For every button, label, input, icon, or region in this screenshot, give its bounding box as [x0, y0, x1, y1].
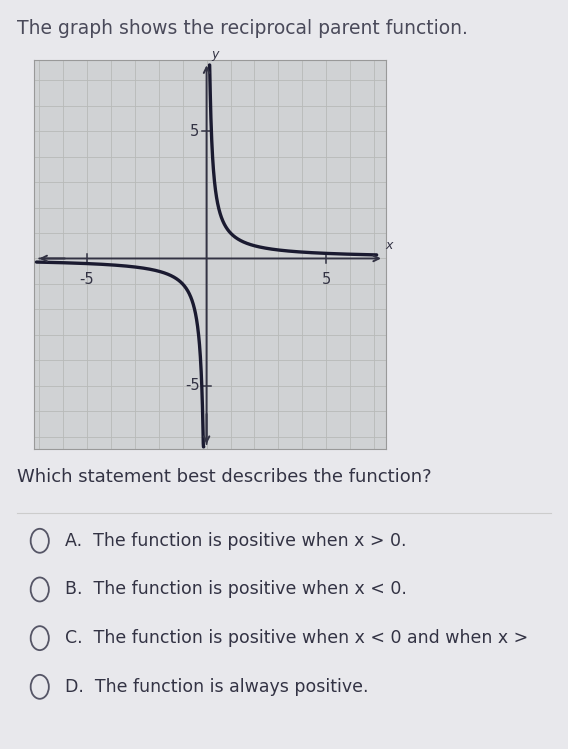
- Text: The graph shows the reciprocal parent function.: The graph shows the reciprocal parent fu…: [17, 19, 468, 37]
- Text: x: x: [385, 239, 392, 252]
- Text: D.  The function is always positive.: D. The function is always positive.: [65, 678, 369, 696]
- Text: C.  The function is positive when x < 0 and when x >: C. The function is positive when x < 0 a…: [65, 629, 529, 647]
- Text: A.  The function is positive when x > 0.: A. The function is positive when x > 0.: [65, 532, 407, 550]
- Text: -5: -5: [185, 378, 199, 393]
- Text: 5: 5: [190, 124, 199, 139]
- Text: -5: -5: [80, 273, 94, 288]
- Text: y: y: [211, 48, 219, 61]
- Text: Which statement best describes the function?: Which statement best describes the funct…: [17, 468, 432, 486]
- Text: B.  The function is positive when x < 0.: B. The function is positive when x < 0.: [65, 580, 407, 598]
- Text: 5: 5: [321, 273, 331, 288]
